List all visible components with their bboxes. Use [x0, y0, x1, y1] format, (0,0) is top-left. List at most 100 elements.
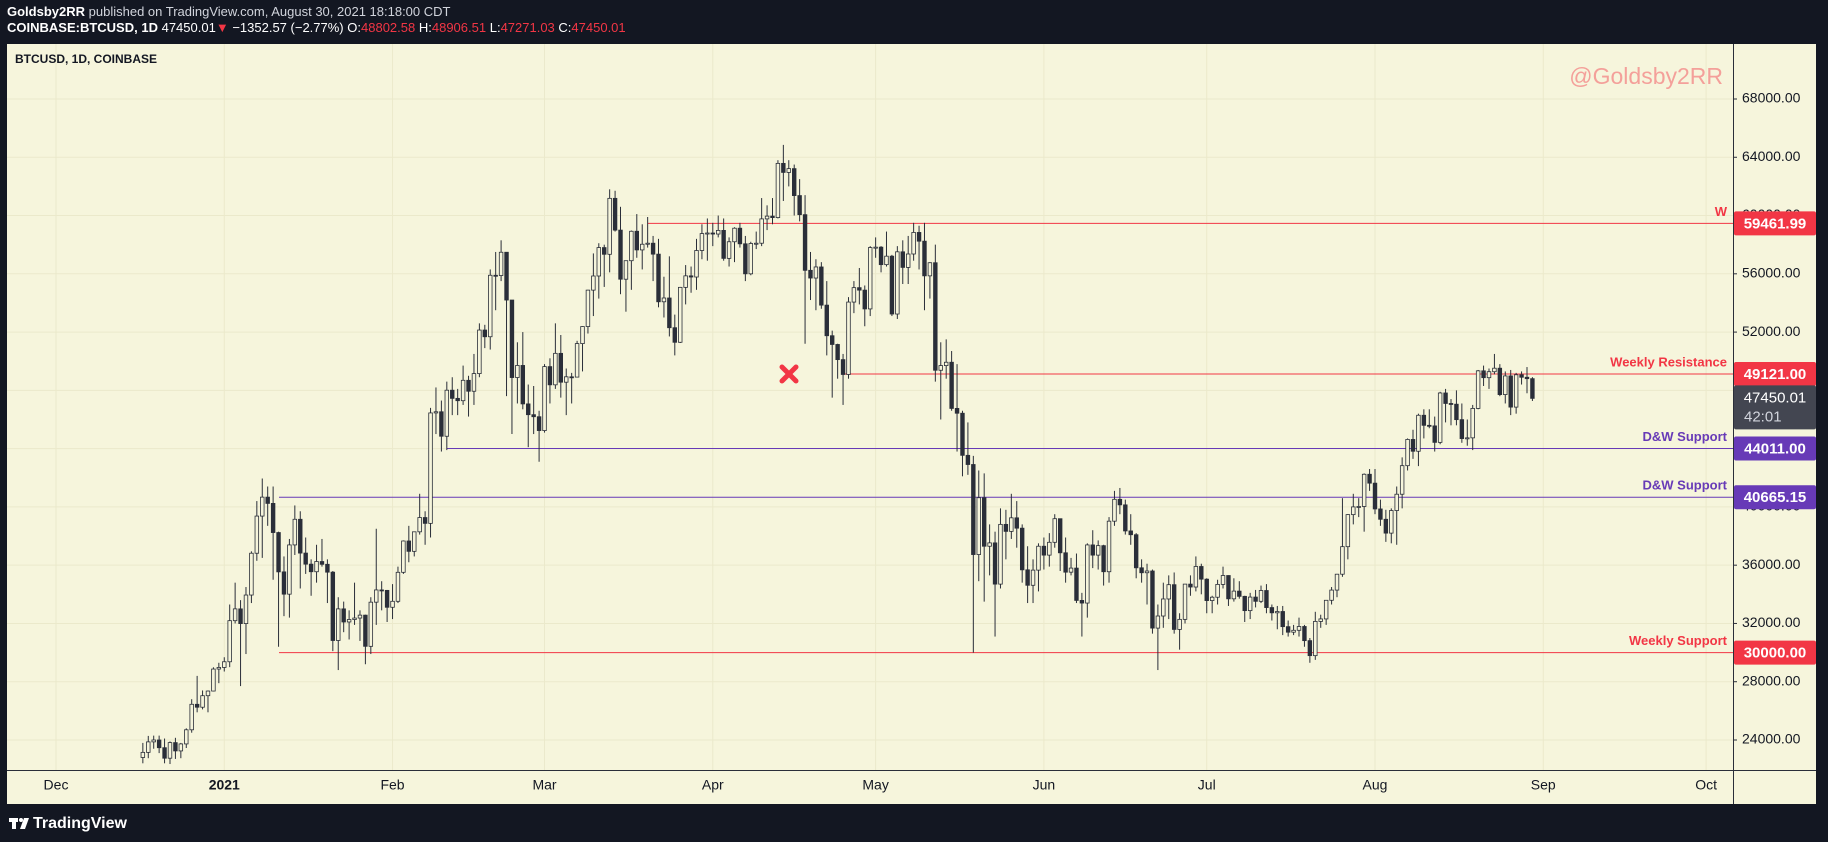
- candles: [140, 144, 1535, 765]
- candle-body: [737, 227, 743, 245]
- candle-body: [1437, 392, 1443, 443]
- candle-body: [281, 571, 287, 595]
- candle-body: [911, 232, 916, 255]
- candle-body: [1410, 439, 1416, 452]
- candle-body: [368, 601, 374, 647]
- candle-body: [1280, 611, 1285, 628]
- candle-body: [965, 454, 971, 465]
- candle-body: [922, 240, 927, 277]
- candle-body: [840, 359, 846, 375]
- candle-body: [873, 246, 878, 249]
- candle-body: [156, 739, 162, 749]
- candle-body: [341, 608, 346, 623]
- symbol: COINBASE:BTCUSD, 1D: [7, 20, 158, 35]
- candle-body: [868, 247, 873, 310]
- x-tick-label: 2021: [209, 777, 240, 793]
- candle-body: [1302, 626, 1307, 642]
- candle-body: [1247, 596, 1253, 612]
- level-label: D&W Support: [1643, 429, 1728, 444]
- current-price-label: 47450.01: [1744, 389, 1807, 406]
- candle-body: [813, 266, 819, 279]
- x-marker: [779, 364, 799, 384]
- candle-body: [1133, 534, 1139, 569]
- candle-body: [775, 162, 781, 218]
- candle-body: [1079, 600, 1085, 604]
- candle-body: [1465, 437, 1470, 440]
- candle-body: [200, 695, 205, 708]
- candle-body: [167, 742, 173, 759]
- logo-part: [19, 818, 23, 822]
- candle-body: [1383, 518, 1389, 534]
- candle-body: [531, 414, 536, 418]
- published: published on TradingView.com, August 30,…: [89, 4, 451, 19]
- candle-body: [607, 197, 612, 255]
- candle-body: [612, 197, 618, 231]
- candle-body: [1139, 567, 1144, 574]
- candle-body: [363, 614, 368, 647]
- candle-body: [1519, 374, 1524, 378]
- candle-body: [352, 617, 357, 620]
- candle-body: [927, 262, 933, 277]
- candle-body: [938, 365, 943, 371]
- candle-body: [319, 561, 325, 565]
- candle-body: [1340, 546, 1345, 575]
- candle-body: [254, 515, 260, 554]
- candle-body: [835, 344, 840, 361]
- candle-body: [140, 751, 146, 758]
- candle-body: [1106, 520, 1112, 573]
- candle-body: [1351, 506, 1356, 516]
- x-tick-label: May: [862, 777, 888, 793]
- candle-body: [1513, 374, 1519, 408]
- candle-body: [1378, 508, 1383, 520]
- candle-body: [357, 614, 363, 619]
- candle-body: [260, 496, 265, 517]
- candle-body: [1204, 578, 1209, 601]
- candle-body: [1199, 566, 1204, 580]
- candle-body: [1264, 590, 1269, 608]
- candle-body: [1470, 408, 1475, 439]
- candle-body: [759, 218, 764, 244]
- candle-body: [1356, 506, 1361, 508]
- candle-body: [1481, 370, 1486, 379]
- candle-body: [623, 260, 629, 280]
- candle-body: [1209, 596, 1215, 601]
- candle-body: [585, 289, 591, 327]
- candle-body: [1372, 482, 1378, 510]
- candle-body: [933, 262, 938, 371]
- symbol-line: COINBASE:BTCUSD, 1D 47450.01▼ −1352.57 (…: [7, 20, 626, 35]
- candle-body: [1275, 611, 1280, 614]
- candle-body: [721, 229, 726, 259]
- candle-body: [905, 253, 911, 268]
- candle-body: [878, 246, 884, 266]
- candle-body: [553, 352, 558, 386]
- candle-body: [1269, 607, 1275, 614]
- candle-body: [1497, 367, 1503, 395]
- candle-body: [412, 531, 417, 552]
- x-marker-stroke: [779, 364, 799, 384]
- candle-body: [1177, 618, 1182, 630]
- candle-body: [428, 412, 433, 524]
- level-price-tag: [1734, 640, 1816, 665]
- candle-body: [667, 297, 672, 329]
- candle-body: [574, 343, 580, 378]
- candle-body: [211, 668, 216, 692]
- candle-body: [1345, 514, 1351, 548]
- candle-body: [1421, 414, 1427, 426]
- candle-body: [1030, 569, 1036, 586]
- candle-body: [1432, 425, 1437, 443]
- candle-body: [1193, 566, 1199, 588]
- candle-body: [992, 542, 998, 585]
- candle-body: [298, 518, 303, 554]
- candle-body: [526, 403, 531, 416]
- candle-body: [1367, 473, 1372, 484]
- candle-body: [1329, 589, 1334, 601]
- level-price-label: 30000.00: [1744, 645, 1807, 662]
- candle-body: [232, 608, 238, 622]
- candle-body: [1220, 575, 1226, 585]
- ohlc-key: L:: [490, 20, 501, 35]
- candle-body: [1530, 378, 1535, 399]
- candle-body: [900, 251, 905, 268]
- x-tick-label: Dec: [44, 777, 69, 793]
- candle-body: [1155, 615, 1161, 629]
